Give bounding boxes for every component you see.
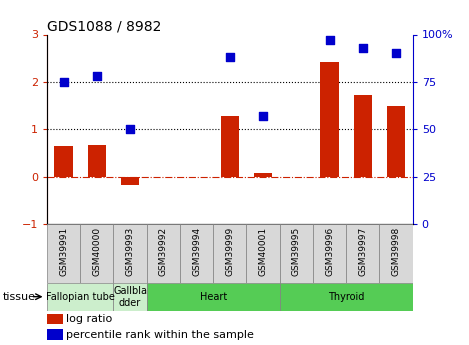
Bar (54, 146, 73, 177)
Bar (113, 224, 147, 283)
Bar (147, 283, 280, 310)
Text: GSM39993: GSM39993 (126, 227, 135, 276)
Point (359, 45, 367, 51)
Text: GSM39991: GSM39991 (59, 227, 68, 276)
Bar (47, 224, 80, 283)
Text: GSM39999: GSM39999 (225, 227, 234, 276)
Bar (280, 224, 313, 283)
Text: GSM39997: GSM39997 (358, 227, 367, 276)
Bar (313, 224, 346, 283)
Point (126, 127, 134, 132)
Text: Heart: Heart (199, 292, 227, 302)
Text: GSM39992: GSM39992 (159, 227, 168, 276)
Text: tissue: tissue (2, 292, 35, 302)
Bar (280, 283, 413, 310)
Text: percentile rank within the sample: percentile rank within the sample (66, 330, 254, 340)
Bar (387, 106, 405, 177)
Text: log ratio: log ratio (66, 314, 112, 324)
Text: GSM39996: GSM39996 (325, 227, 334, 276)
Bar (254, 173, 272, 177)
Bar (80, 224, 113, 283)
Bar (354, 95, 372, 177)
Text: Thyroid: Thyroid (328, 292, 364, 302)
Bar (320, 62, 339, 177)
Text: Fallopian tube: Fallopian tube (45, 292, 114, 302)
Point (259, 114, 267, 119)
Bar (88, 145, 106, 177)
Bar (147, 224, 180, 283)
Text: GDS1088 / 8982: GDS1088 / 8982 (47, 19, 161, 33)
Bar (246, 224, 280, 283)
Point (393, 51, 400, 56)
Point (326, 37, 333, 43)
Bar (213, 224, 246, 283)
Text: GSM39995: GSM39995 (292, 227, 301, 276)
Bar (47, 283, 113, 310)
Point (93, 73, 100, 79)
Text: GSM40000: GSM40000 (92, 227, 101, 276)
Point (226, 55, 234, 60)
Text: GSM40001: GSM40001 (258, 227, 268, 276)
Bar (47, 314, 63, 324)
Bar (220, 116, 239, 177)
Bar (379, 224, 413, 283)
Bar (121, 177, 139, 185)
Bar (47, 329, 63, 340)
Text: GSM39998: GSM39998 (392, 227, 401, 276)
Point (60, 79, 67, 85)
Bar (346, 224, 379, 283)
Bar (180, 224, 213, 283)
Bar (113, 283, 147, 310)
Text: Gallbla
dder: Gallbla dder (113, 286, 147, 307)
Text: GSM39994: GSM39994 (192, 227, 201, 276)
